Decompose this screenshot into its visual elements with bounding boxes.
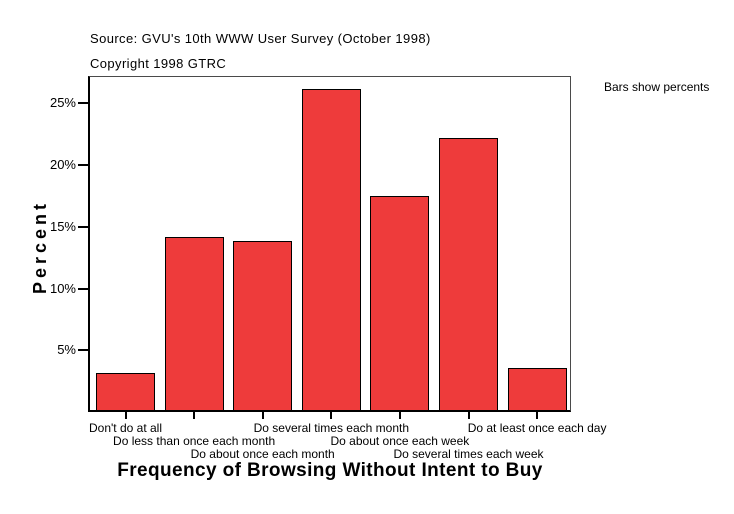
bar-4 [370, 196, 430, 410]
y-tick-label-10: 10% [49, 280, 76, 296]
x-category-label-1: Do less than once each month [113, 434, 276, 448]
y-tick-5 [78, 349, 89, 352]
x-tick-1 [193, 412, 196, 419]
x-tick-3 [330, 412, 333, 419]
x-category-label-0: Don't do at all [88, 421, 163, 435]
x-tick-0 [124, 412, 127, 419]
x-category-label-2: Do about once each month [190, 447, 335, 461]
y-tick-label-25: 25% [49, 95, 76, 111]
y-tick-label-15: 15% [49, 218, 76, 234]
bar-3 [301, 89, 361, 410]
chart-title: Frequency of Browsing Without Intent to … [117, 460, 543, 481]
copyright-text: Copyright 1998 GTRC [90, 56, 227, 71]
bar-5 [439, 138, 498, 410]
y-tick-15 [78, 225, 89, 228]
x-category-label-5: Do several times each week [393, 447, 544, 461]
bar-0 [96, 373, 155, 410]
y-tick-10 [78, 287, 89, 290]
x-category-label-4: Do about once each week [330, 434, 470, 448]
plot-area [88, 76, 571, 412]
y-tick-label-20: 20% [49, 157, 76, 172]
y-tick-20 [78, 164, 89, 166]
y-tick-25 [78, 102, 89, 105]
bar-1 [164, 237, 224, 410]
x-tick-5 [467, 412, 470, 419]
y-tick-label-5: 5% [57, 342, 76, 358]
x-category-label-3: Do several times each month [253, 421, 409, 435]
x-tick-6 [536, 412, 539, 419]
source-text: Source: GVU's 10th WWW User Survey (Octo… [90, 31, 431, 46]
bars-annotation: Bars show percents [604, 80, 710, 94]
x-category-label-6: Do at least once each day [467, 421, 607, 435]
bar-2 [233, 241, 293, 410]
x-tick-4 [398, 412, 401, 419]
x-tick-2 [261, 412, 264, 419]
bar-6 [507, 368, 567, 410]
